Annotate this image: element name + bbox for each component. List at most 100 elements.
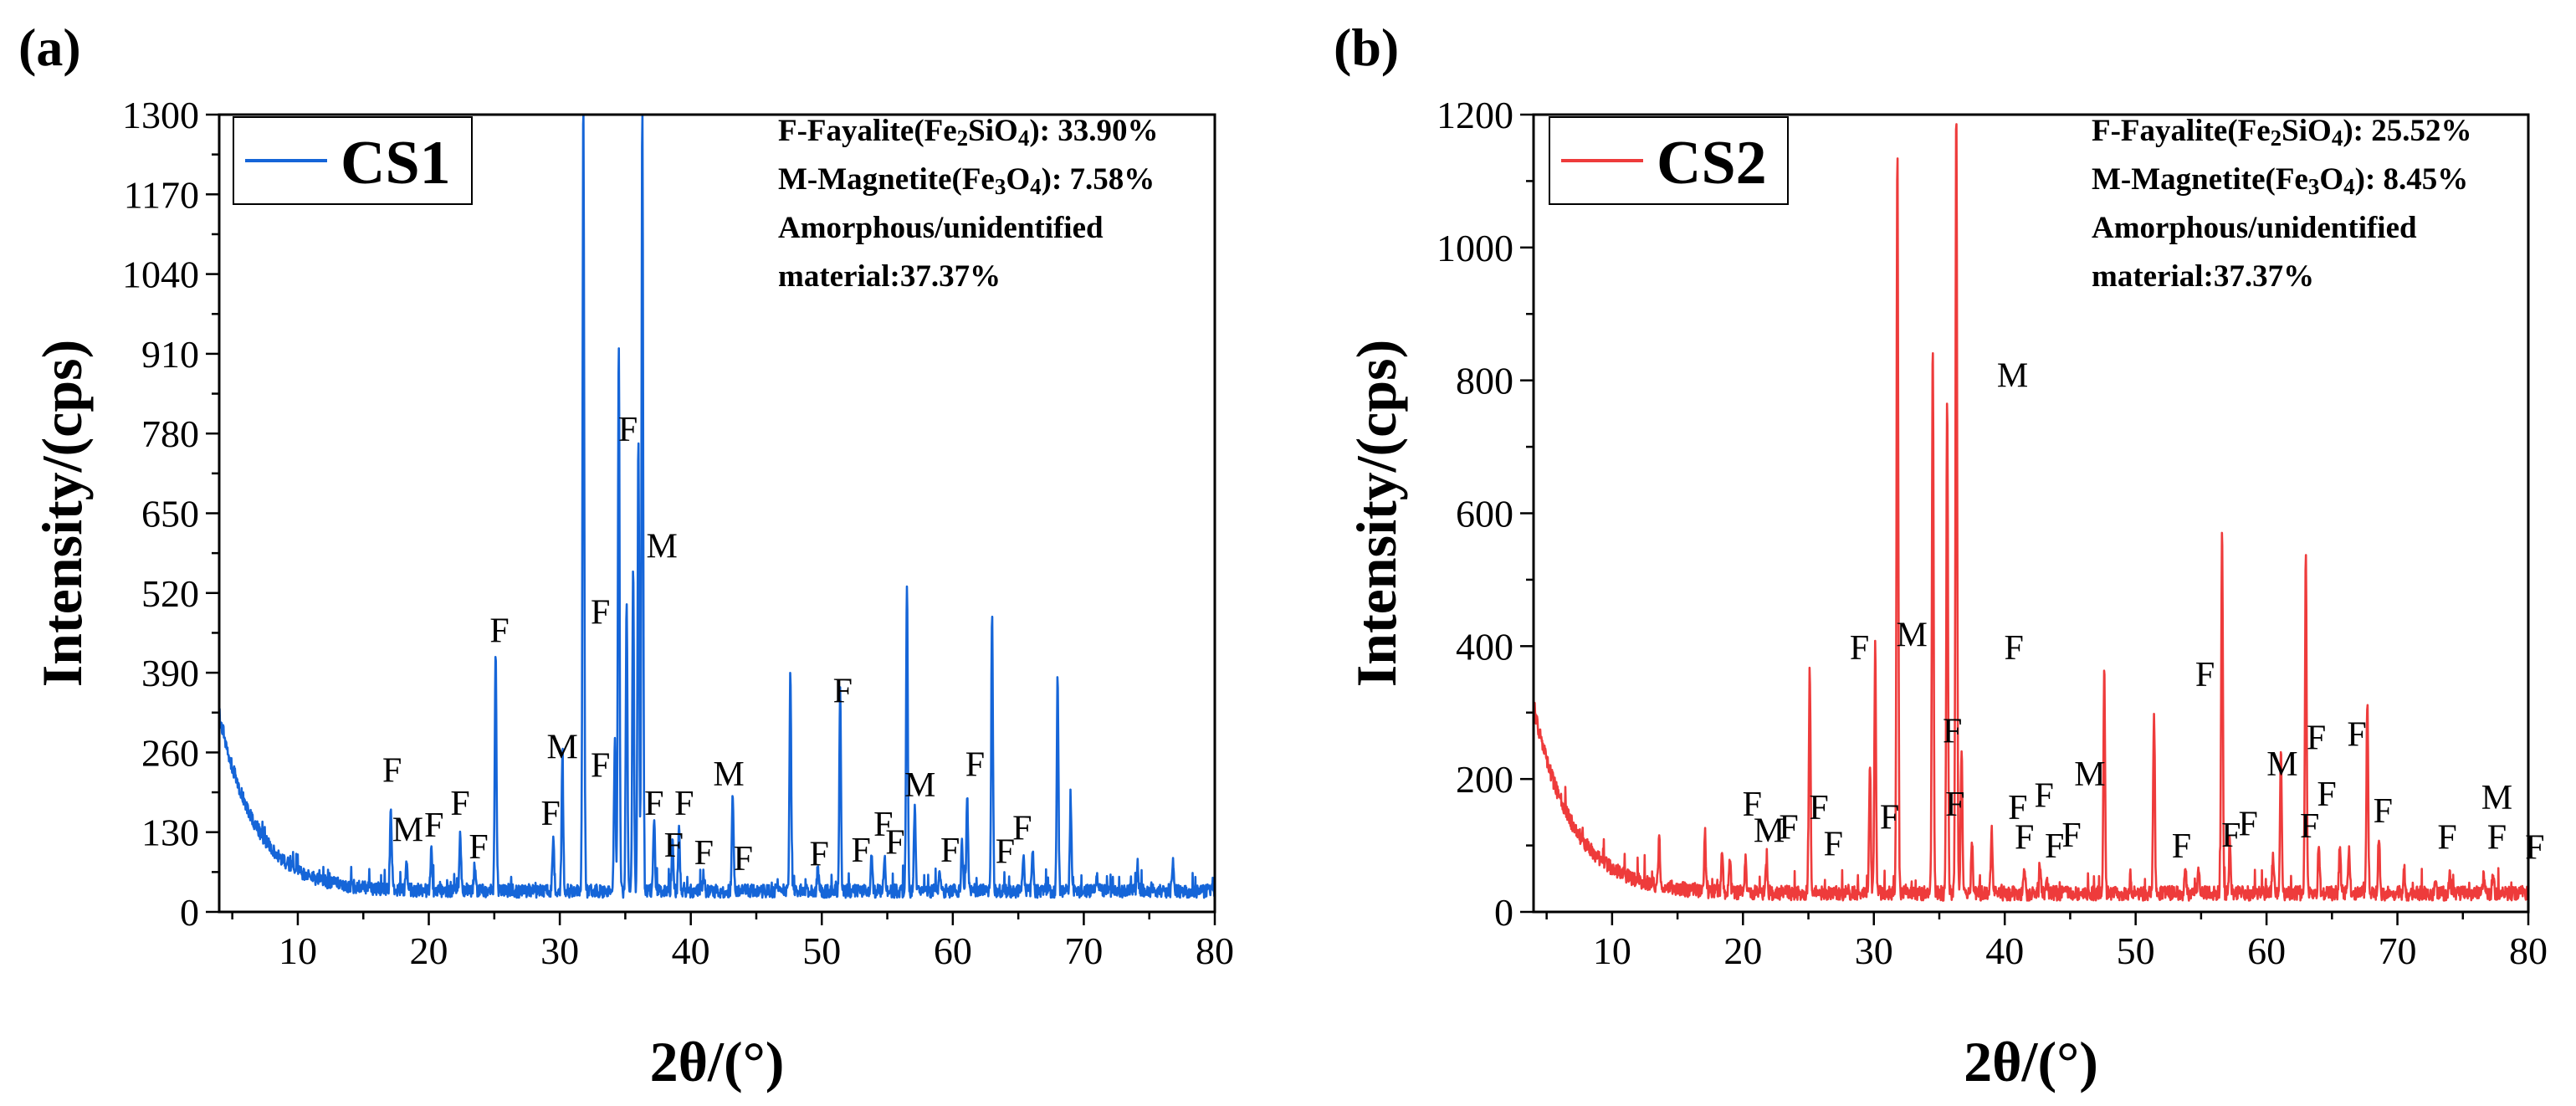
chart-panel-b: (b)10 20 30 40 50 60 70 80020040060080010001200… <box>1334 18 2548 1093</box>
annotation-part: ): 33.90% <box>1029 114 1158 148</box>
x-tick-label: 80 <box>1196 929 1234 972</box>
annotation-part: O <box>1006 162 1030 197</box>
panel-label: (a) <box>18 18 81 77</box>
peak-label-fayalite: F <box>1850 629 1869 668</box>
composition-annotation: Amorphous/unidentified <box>778 211 1104 245</box>
y-tick-label: 910 <box>141 333 199 376</box>
y-tick-label: 520 <box>141 572 199 615</box>
x-tick-label: 50 <box>2117 929 2155 972</box>
composition-annotation: F-Fayalite(Fe2SiO4): 33.90% <box>778 114 1158 151</box>
x-tick-label: 30 <box>1855 929 1893 972</box>
annotation-part: SiO <box>968 114 1018 148</box>
peak-label-fayalite: F <box>1809 789 1828 827</box>
y-tick-label: 1040 <box>122 253 199 296</box>
peak-label-fayalite: F <box>2008 789 2027 827</box>
x-tick-label: 10 <box>279 929 317 972</box>
x-tick-label: 60 <box>2247 929 2286 972</box>
subscript: 3 <box>995 174 1006 199</box>
peak-label-magnetite: M <box>392 812 423 850</box>
peak-label-magnetite: M <box>2074 755 2105 794</box>
y-tick-label: 650 <box>141 493 199 535</box>
y-axis-title: Intensity/(cps) <box>30 340 94 688</box>
x-tick-label: 20 <box>410 929 448 972</box>
series-line-cs2 <box>1532 123 2530 902</box>
peak-label-fayalite: F <box>885 823 904 862</box>
y-tick-label: 1300 <box>122 94 199 136</box>
peak-label-fayalite: F <box>2347 715 2366 754</box>
peak-label-fayalite: F <box>2374 792 2393 831</box>
annotation-part: ): 25.52% <box>2343 114 2471 148</box>
series-line-cs1 <box>218 113 1216 899</box>
peak-label-fayalite: F <box>2061 817 2081 855</box>
peak-label-fayalite: F <box>674 785 694 823</box>
peak-label-fayalite: F <box>940 832 960 870</box>
peak-label-fayalite: F <box>618 411 638 449</box>
annotation-part: M-Magnetite(Fe <box>778 162 995 197</box>
y-tick-label: 390 <box>141 652 199 694</box>
peak-label-fayalite: F <box>809 835 828 873</box>
peak-label-fayalite: F <box>2004 629 2023 668</box>
peak-label-fayalite: F <box>644 785 663 823</box>
peak-label-fayalite: F <box>734 840 753 878</box>
legend-label: CS2 <box>1657 129 1767 197</box>
peak-label-fayalite: F <box>664 827 684 865</box>
annotation-part: F-Fayalite(Fe <box>778 114 957 148</box>
x-tick-label: 40 <box>672 929 710 972</box>
peak-label-fayalite: F <box>2034 777 2053 816</box>
peak-label-fayalite: F <box>2195 656 2215 694</box>
peak-label-fayalite: F <box>2487 819 2507 858</box>
y-tick-label: 800 <box>1456 360 1513 402</box>
peak-label-fayalite: F <box>2437 819 2456 858</box>
y-tick-label: 400 <box>1456 625 1513 668</box>
peak-label-magnetite: M <box>1997 357 2028 396</box>
peak-label-fayalite: F <box>833 672 853 710</box>
peak-label-fayalite: F <box>2045 827 2064 866</box>
annotation-part: M-Magnetite(Fe <box>2092 162 2308 197</box>
peak-label-fayalite: F <box>1943 712 1962 750</box>
x-tick-label: 10 <box>1593 929 1631 972</box>
y-tick-label: 1000 <box>1437 227 1513 269</box>
peak-label-fayalite: F <box>540 795 560 833</box>
peak-label-magnetite: M <box>713 755 744 794</box>
annotation-part: ): 8.45% <box>2355 162 2469 197</box>
x-tick-label: 40 <box>1985 929 2024 972</box>
subscript: 2 <box>957 125 969 151</box>
peak-label-fayalite: F <box>469 828 488 867</box>
peak-label-fayalite: F <box>450 785 469 823</box>
x-axis-title: 2θ/(°) <box>650 1030 785 1093</box>
peak-label-fayalite: F <box>965 745 985 784</box>
composition-annotation: Amorphous/unidentified <box>2092 211 2417 245</box>
peak-label-magnetite: M <box>2481 779 2512 817</box>
annotation-part: O <box>2319 162 2343 197</box>
peak-label-fayalite: F <box>1880 799 1899 837</box>
peak-label-fayalite: F <box>2221 817 2241 855</box>
peak-label-magnetite: M <box>1754 812 1785 851</box>
x-tick-label: 20 <box>1723 929 1762 972</box>
y-tick-label: 0 <box>180 891 199 934</box>
composition-annotation: M-Magnetite(Fe3O4): 7.58% <box>778 162 1155 199</box>
x-tick-label: 50 <box>802 929 841 972</box>
peak-label-fayalite: F <box>694 834 714 873</box>
peak-label-fayalite: F <box>382 752 402 791</box>
subscript: 4 <box>2332 125 2343 151</box>
peak-label-magnetite: M <box>2266 745 2297 784</box>
peak-label-fayalite: F <box>1743 786 1762 824</box>
peak-label-magnetite: M <box>1896 616 1927 654</box>
peak-label-fayalite: F <box>2307 719 2326 757</box>
peak-label-magnetite: M <box>904 766 935 805</box>
annotation-part: ): 7.58% <box>1042 162 1155 197</box>
y-tick-label: 780 <box>141 412 199 455</box>
composition-annotation: material:37.37% <box>778 259 1001 294</box>
peak-label-fayalite: F <box>1945 786 1964 824</box>
y-tick-label: 1200 <box>1437 94 1513 136</box>
y-tick-label: 260 <box>141 731 199 774</box>
y-tick-label: 0 <box>1494 891 1513 934</box>
x-tick-label: 70 <box>2379 929 2417 972</box>
panel-label: (b) <box>1334 18 1399 77</box>
peak-label-fayalite: F <box>1824 825 1843 863</box>
subscript: 2 <box>2271 125 2282 151</box>
x-tick-label: 70 <box>1064 929 1103 972</box>
peak-label-magnetite: M <box>547 729 578 767</box>
composition-annotation: material:37.37% <box>2092 259 2314 294</box>
